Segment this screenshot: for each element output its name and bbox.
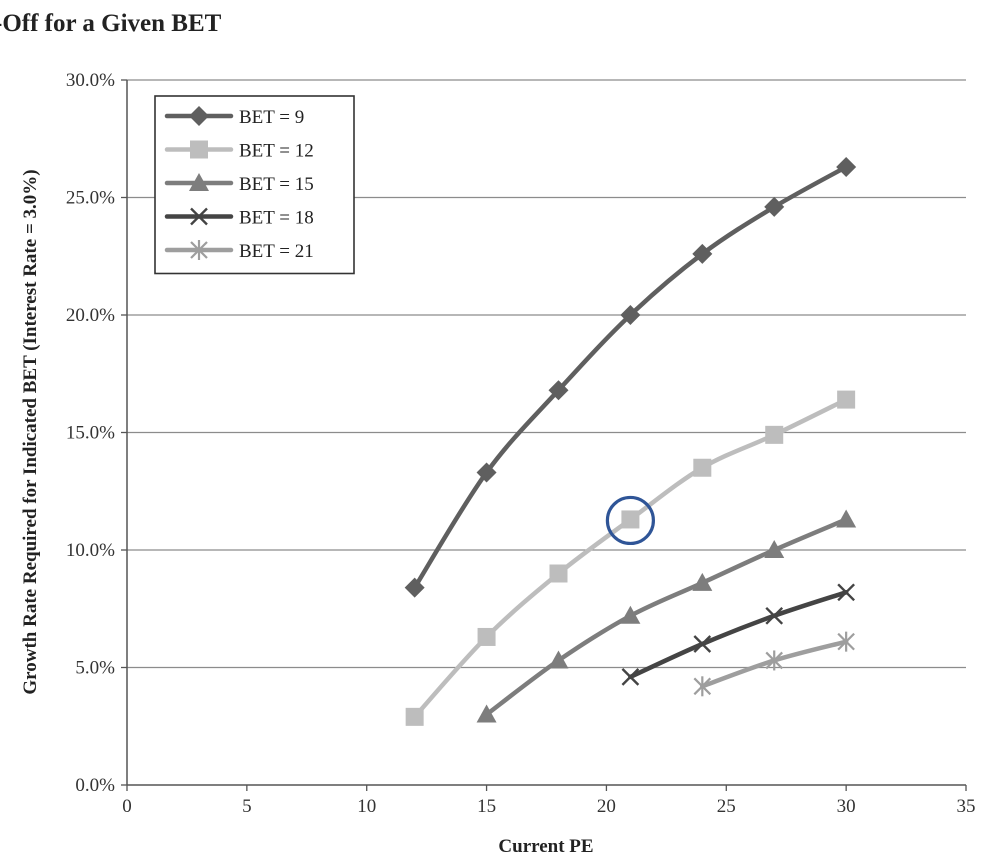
legend-item: BET = 15 [164,173,314,195]
data-point [693,458,712,477]
legend-marker [190,240,208,260]
data-point [693,676,712,697]
data-point [837,631,855,652]
y-tick-label: 15.0% [66,423,115,444]
series-line [628,590,849,680]
legend-label: BET = 12 [239,141,314,162]
data-point [476,704,497,723]
series-4 [621,583,855,686]
y-tick-label: 0.0% [75,775,115,796]
legend-item: BET = 12 [164,140,314,162]
legend-label: BET = 21 [239,241,314,262]
series-2 [405,390,856,726]
data-point [621,510,640,529]
data-point [620,605,641,624]
marker-stroke [190,207,208,226]
legend: BET = 9 BET = 12 BET = 15 BET = 18 BET = 21 [154,95,355,275]
x-tick-label: 10 [357,796,376,817]
marker-stroke [837,583,855,602]
y-tick-label: 25.0% [66,188,115,209]
data-point [548,650,569,669]
x-tick-label: 0 [122,796,132,817]
data-point [692,572,713,591]
chart-title: -Off for a Given BET [0,10,222,37]
series-1 [404,156,857,598]
data-point [836,509,857,528]
marker-stroke [693,635,712,653]
legend-marker [190,207,208,226]
legend-label: BET = 18 [239,208,314,229]
x-tick-label: 5 [242,796,252,817]
data-point [621,668,640,686]
y-tick-label: 5.0% [75,658,115,679]
data-point [549,564,568,583]
data-point [692,243,713,264]
data-point [764,540,785,558]
data-point [405,707,424,726]
series-3 [476,509,857,723]
y-axis-title: Growth Rate Required for Indicated BET (… [20,169,41,694]
data-point [765,650,784,671]
data-point [837,390,856,409]
data-point [765,425,784,444]
data-point [765,606,784,625]
data-point [836,156,857,177]
series-line [412,397,849,720]
data-point [764,196,785,217]
legend-item: BET = 9 [164,106,304,128]
legend-marker [190,140,208,159]
legend-label: BET = 15 [239,174,314,195]
data-point [837,583,855,602]
annotations [605,495,656,546]
x-axis-title: Current PE [498,836,593,857]
gridlines [127,79,966,669]
legend-item: BET = 18 [164,207,314,229]
y-tick-label: 20.0% [66,305,115,326]
series-5 [693,631,855,697]
legend-item: BET = 21 [164,240,314,262]
data-point [404,577,425,598]
marker-stroke [621,668,640,686]
highlight-circle [605,495,656,546]
legend-label: BET = 9 [239,107,304,128]
tick-labels: 0.0% 5.0% 10.0% 15.0% 20.0% 25.0% 30.0% 0 5 10 15 2… [66,70,976,817]
marker-stroke [765,606,784,625]
y-tick-label: 30.0% [66,70,115,91]
y-tick-label: 10.0% [66,540,115,561]
series-line [484,517,849,717]
x-tick-label: 35 [957,796,976,817]
data-point [620,305,641,325]
data-point [477,627,496,646]
x-tick-label: 25 [717,796,736,817]
data-point [693,635,712,653]
x-tick-label: 15 [477,796,496,817]
data-point [476,462,497,483]
x-tick-label: 20 [597,796,616,817]
data-point [548,380,569,401]
series-lines [404,156,857,726]
legend-marker [189,173,209,191]
x-tick-label: 30 [837,796,856,817]
axes [121,79,967,791]
legend-marker [189,106,209,126]
